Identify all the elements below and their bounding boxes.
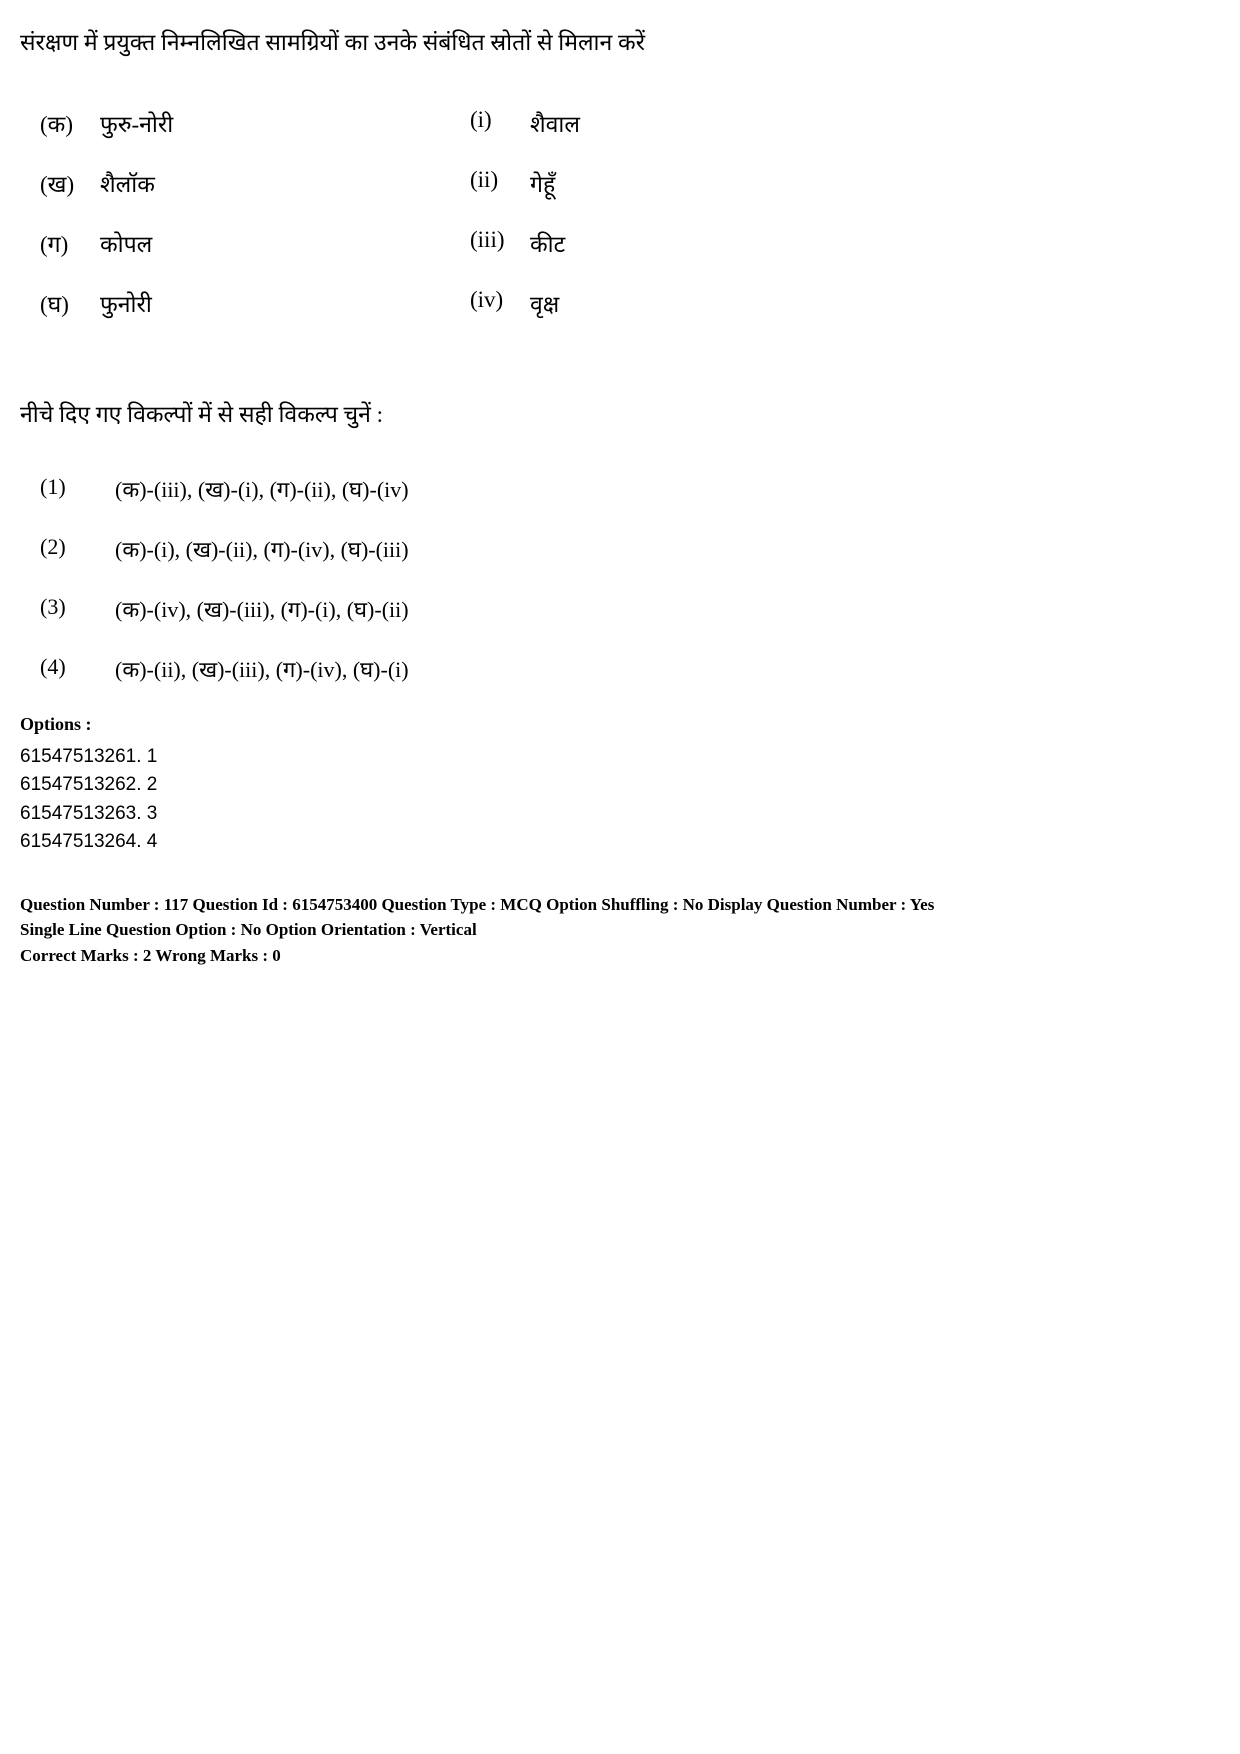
match-left-row: (ग) कोपल <box>40 227 470 259</box>
answer-option[interactable]: (2) (क)-(i), (ख)-(ii), (ग)-(iv), (घ)-(ii… <box>40 534 1220 564</box>
option-id-row: 61547513261. 1 <box>20 743 1220 772</box>
match-right-text: गेहूँ <box>530 167 580 199</box>
answer-option-number: (1) <box>40 474 115 504</box>
answer-option[interactable]: (4) (क)-(ii), (ख)-(iii), (ग)-(iv), (घ)-(… <box>40 654 1220 684</box>
option-id-row: 61547513262. 2 <box>20 771 1220 800</box>
match-right-label: (i) <box>470 107 530 139</box>
match-left-text: कोपल <box>100 227 470 259</box>
answer-option-text: (क)-(ii), (ख)-(iii), (ग)-(iv), (घ)-(i) <box>115 654 1220 684</box>
match-left-text: शैलॉक <box>100 167 470 199</box>
answer-option-text: (क)-(i), (ख)-(ii), (ग)-(iv), (घ)-(iii) <box>115 534 1220 564</box>
match-right-row: (i) शैवाल <box>470 107 580 139</box>
answer-option[interactable]: (3) (क)-(iv), (ख)-(iii), (ग)-(i), (घ)-(i… <box>40 594 1220 624</box>
option-id-row: 61547513263. 3 <box>20 800 1220 829</box>
answer-option-text: (क)-(iii), (ख)-(i), (ग)-(ii), (घ)-(iv) <box>115 474 1220 504</box>
match-left-label: (ख) <box>40 167 100 199</box>
match-right-label: (ii) <box>470 167 530 199</box>
match-right-row: (iv) वृक्ष <box>470 287 580 319</box>
match-left-label: (ग) <box>40 227 100 259</box>
meta-line: Question Number : 117 Question Id : 6154… <box>20 892 1220 918</box>
instruction-text: नीचे दिए गए विकल्पों में से सही विकल्प च… <box>20 397 1220 429</box>
match-left-row: (क) फुरु-नोरी <box>40 107 470 139</box>
meta-line: Single Line Question Option : No Option … <box>20 917 1220 943</box>
answer-option-number: (3) <box>40 594 115 624</box>
match-right-row: (iii) कीट <box>470 227 580 259</box>
answer-option-number: (2) <box>40 534 115 564</box>
match-right-column: (i) शैवाल (ii) गेहूँ (iii) कीट (iv) वृक्… <box>470 107 580 347</box>
match-left-label: (घ) <box>40 287 100 319</box>
match-left-text: फुरु-नोरी <box>100 107 470 139</box>
match-right-row: (ii) गेहूँ <box>470 167 580 199</box>
options-header: Options : <box>20 714 1220 735</box>
match-right-text: वृक्ष <box>530 287 580 319</box>
match-columns: (क) फुरु-नोरी (ख) शैलॉक (ग) कोपल (घ) फुन… <box>20 107 1220 347</box>
match-left-label: (क) <box>40 107 100 139</box>
question-metadata: Question Number : 117 Question Id : 6154… <box>20 892 1220 969</box>
meta-line: Correct Marks : 2 Wrong Marks : 0 <box>20 943 1220 969</box>
match-right-text: शैवाल <box>530 107 580 139</box>
match-left-column: (क) फुरु-नोरी (ख) शैलॉक (ग) कोपल (घ) फुन… <box>40 107 470 347</box>
answer-option-text: (क)-(iv), (ख)-(iii), (ग)-(i), (घ)-(ii) <box>115 594 1220 624</box>
match-left-row: (घ) फुनोरी <box>40 287 470 319</box>
match-right-label: (iii) <box>470 227 530 259</box>
match-right-text: कीट <box>530 227 580 259</box>
match-left-text: फुनोरी <box>100 287 470 319</box>
option-id-row: 61547513264. 4 <box>20 828 1220 857</box>
match-left-row: (ख) शैलॉक <box>40 167 470 199</box>
answer-option[interactable]: (1) (क)-(iii), (ख)-(i), (ग)-(ii), (घ)-(i… <box>40 474 1220 504</box>
match-right-label: (iv) <box>470 287 530 319</box>
question-intro: संरक्षण में प्रयुक्त निम्नलिखित सामग्रिय… <box>20 25 1220 62</box>
answer-options-list: (1) (क)-(iii), (ख)-(i), (ग)-(ii), (घ)-(i… <box>20 474 1220 684</box>
answer-option-number: (4) <box>40 654 115 684</box>
